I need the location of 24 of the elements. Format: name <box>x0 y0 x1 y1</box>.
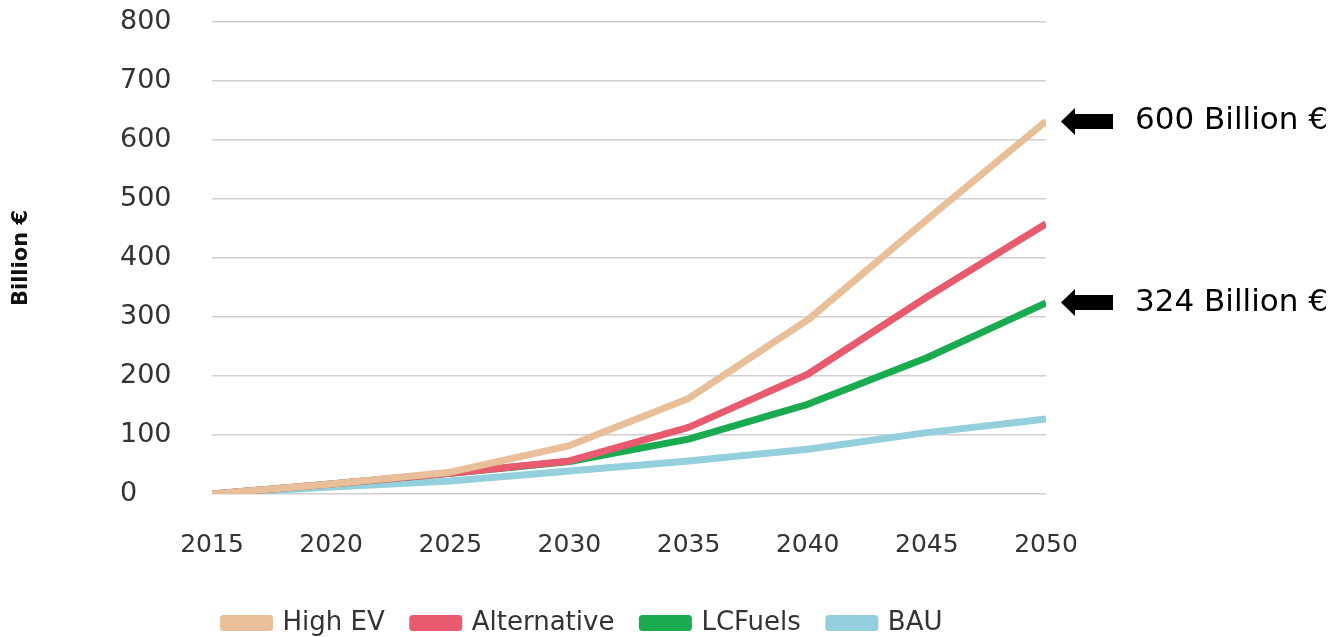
y-axis-title: Billion € <box>8 209 33 307</box>
y-tick-label: 500 <box>120 181 172 213</box>
x-tick-label: 2030 <box>537 528 602 558</box>
x-tick-label: 2035 <box>656 528 721 558</box>
y-tick-label: 0 <box>120 476 138 508</box>
x-tick-label: 2040 <box>775 528 840 558</box>
y-tick-label: 400 <box>120 240 172 272</box>
annotation: 324 Billion € <box>1135 281 1328 318</box>
legend-label: BAU <box>887 605 943 636</box>
x-tick-label: 2020 <box>299 528 363 558</box>
y-tick-label: 700 <box>120 63 172 95</box>
legend-label: LCFuels <box>701 605 801 636</box>
y-tick-label: 200 <box>120 358 172 390</box>
legend-label: Alternative <box>471 605 615 636</box>
x-tick-label: 2050 <box>1014 528 1078 558</box>
y-tick-label: 600 <box>120 122 172 154</box>
y-tick-label: 300 <box>120 299 172 331</box>
y-tick-label: 800 <box>120 4 172 36</box>
x-tick-label: 2045 <box>895 528 959 558</box>
y-tick-label: 100 <box>120 417 172 449</box>
x-tick-label: 2025 <box>418 528 483 558</box>
legend-label: High EV <box>282 605 385 636</box>
annotation: 600 Billion € <box>1135 100 1328 137</box>
x-tick-label: 2015 <box>180 528 244 558</box>
